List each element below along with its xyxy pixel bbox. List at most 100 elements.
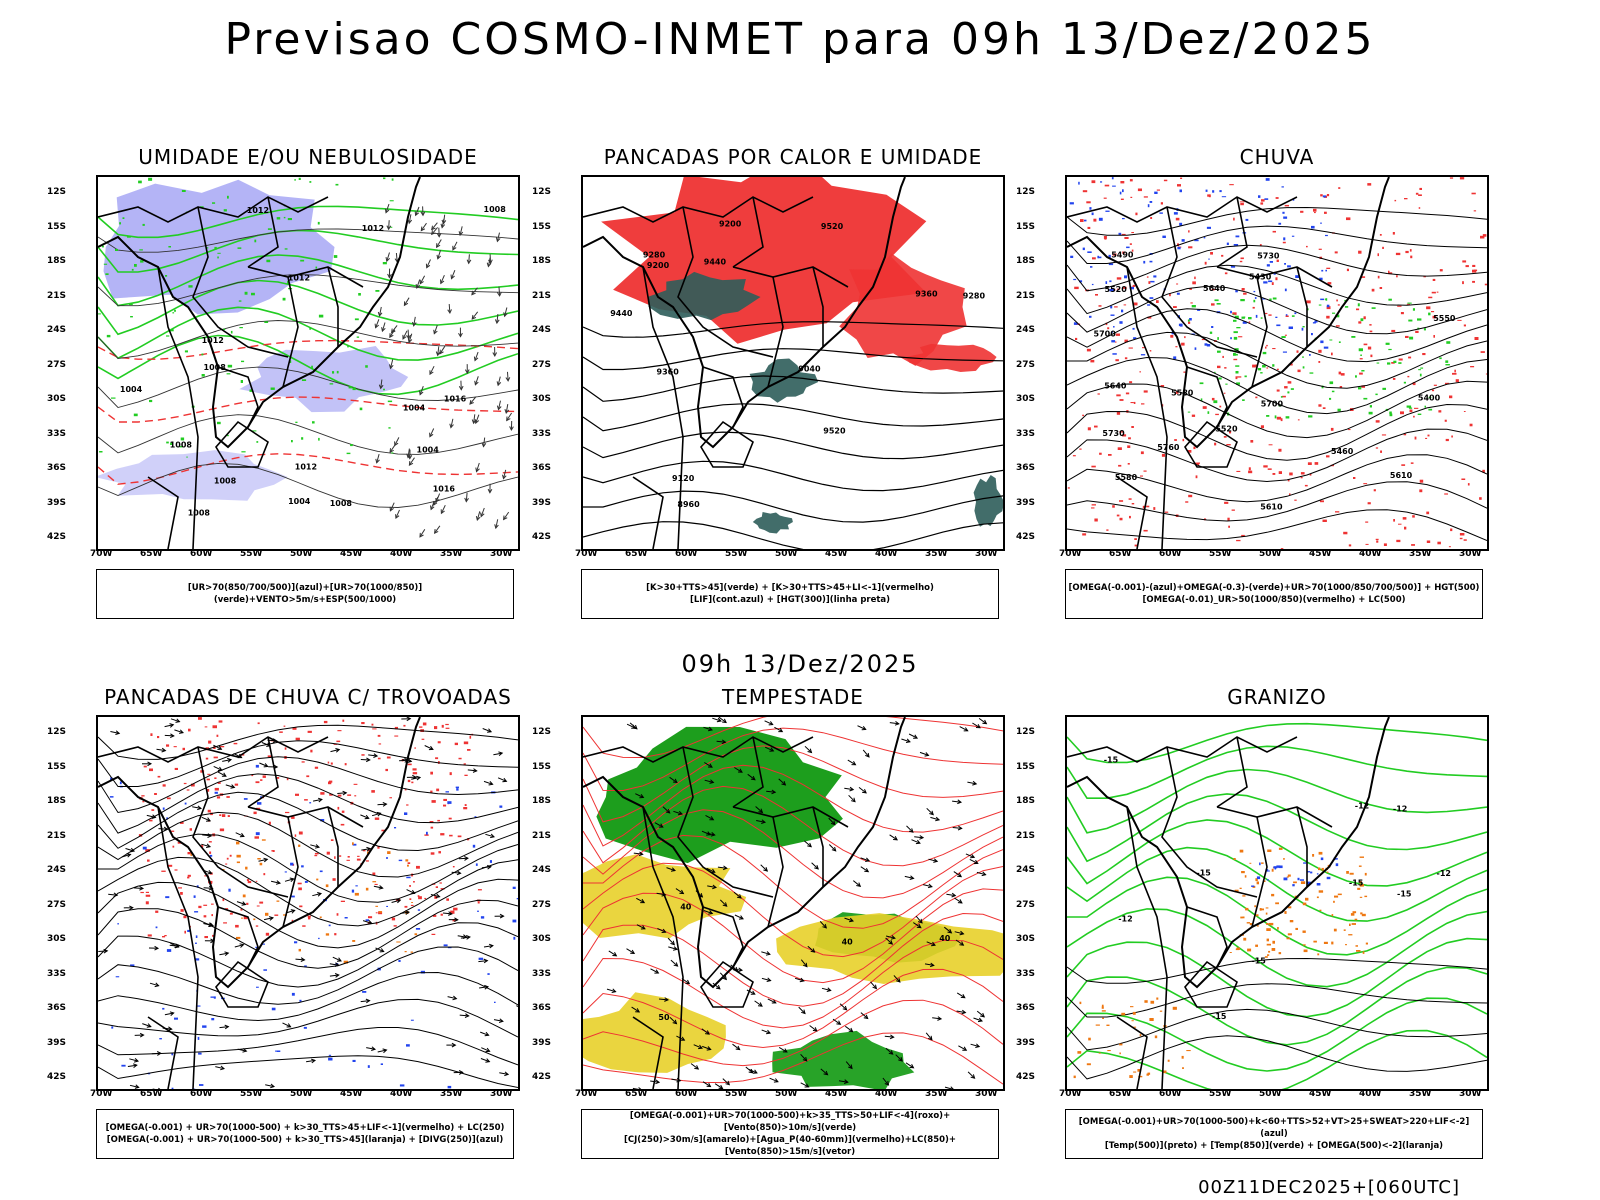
thunder-dot [177, 841, 182, 844]
divergence-dot [404, 812, 408, 815]
lat-tick-label: 18S [531, 256, 551, 266]
precip-dot [1346, 268, 1349, 272]
border-line [215, 960, 269, 1008]
omega-strong-dot [1403, 381, 1406, 384]
wind-arrow [391, 898, 402, 904]
precip-dot [1248, 467, 1251, 471]
lat-tick-label: 18S [46, 256, 66, 266]
omega-dot [1276, 324, 1281, 327]
omega-dot [1206, 344, 1211, 347]
wind-arrow [213, 744, 223, 750]
precip-dot [1146, 505, 1150, 508]
contour-line [583, 490, 1003, 523]
wind-arrow [761, 951, 771, 956]
omega-dot [1325, 269, 1327, 272]
omega-strong-dot [1446, 341, 1451, 344]
omega-500-dot [1121, 1012, 1126, 1016]
omega-dot [1226, 242, 1229, 245]
omega-500-dot [1346, 871, 1349, 874]
thunder-dot [416, 865, 420, 869]
lon-tick-label: 70W [1059, 1089, 1082, 1099]
contour-label: 9520 [823, 427, 846, 436]
wind-arrow [915, 915, 923, 924]
omega-dot [1121, 309, 1124, 313]
precip-dot [1327, 282, 1332, 285]
precip-dot [1123, 304, 1127, 306]
wind-arrow [908, 733, 919, 739]
wind-arrow [125, 847, 136, 853]
contour-line [583, 809, 1003, 899]
precip-dot [1236, 470, 1241, 472]
shower-dot [236, 841, 240, 845]
precip-dot [1444, 493, 1448, 495]
divergence-dot [193, 895, 196, 898]
thunder-dot [457, 835, 462, 838]
wind-arrow [636, 924, 646, 930]
lat-tick-label: 27S [46, 899, 66, 910]
precip-dot [1226, 444, 1231, 446]
divergence-dot [304, 965, 307, 968]
thunder-dot [424, 897, 427, 900]
precip-dot [1128, 437, 1131, 440]
precip-dot [1320, 194, 1323, 197]
omega-dot [1126, 246, 1130, 249]
shower-dot [253, 918, 256, 921]
shower-dot [241, 917, 243, 919]
wind-arrow [911, 839, 921, 845]
thunder-dot [377, 757, 381, 760]
thunder-dot [454, 742, 458, 746]
humidity-lower-dot [166, 441, 169, 444]
omega-500-dot [1287, 906, 1292, 909]
wind-arrow [839, 1003, 848, 1011]
precip-dot [1116, 277, 1122, 280]
border-line [98, 736, 329, 763]
precip-dot [1306, 300, 1311, 304]
wind-arrow [164, 733, 175, 739]
omega-500-dot [1271, 868, 1274, 872]
contour-line [98, 899, 518, 969]
precip-dot [1086, 201, 1091, 204]
precip-dot [1123, 286, 1127, 289]
hail-dot [1335, 863, 1339, 867]
omega-500-dot [1252, 885, 1256, 888]
precip-dot [1224, 501, 1229, 504]
wind-arrow [925, 1032, 933, 1041]
precip-dot [1335, 325, 1340, 327]
omega-dot [1230, 310, 1232, 314]
contour-line [1067, 793, 1487, 863]
precip-dot [1099, 452, 1102, 455]
thunder-dot [255, 880, 258, 882]
omega-strong-dot [1363, 397, 1368, 400]
divergence-dot [197, 1036, 200, 1040]
omega-500-dot [1242, 895, 1246, 897]
wind-arrow [360, 814, 370, 820]
lat-tick-label: 12S [531, 727, 551, 737]
lat-tick-label: 18S [1015, 256, 1035, 266]
wind-arrow [668, 946, 678, 951]
lon-tick-label: 55W [1209, 549, 1232, 559]
contour-label: 40 [842, 938, 854, 947]
thunder-dot [332, 878, 336, 881]
thunder-dot [339, 855, 342, 857]
wind-arrow [882, 1077, 890, 1086]
lat-tick-label: 39S [531, 1037, 551, 1048]
legend-line: [OMEGA(-0.001) + UR>70(1000-500) + k>30_… [105, 1123, 505, 1133]
divergence-dot [195, 935, 198, 938]
omega-dot [1176, 292, 1180, 295]
wind-arrow [844, 917, 854, 923]
precip-dot [1131, 503, 1135, 505]
contour-label: 5640 [1104, 382, 1127, 391]
precip-dot [1215, 413, 1219, 416]
hail-dot [1326, 876, 1331, 880]
jet-250-area [583, 992, 726, 1073]
precip-dot [1474, 337, 1479, 340]
humidity-lower-dot [347, 345, 349, 348]
wind-arrow [969, 858, 979, 865]
precip-dot [1229, 184, 1234, 186]
divergence-dot [166, 817, 168, 820]
omega-500-dot [1229, 952, 1232, 953]
wind-arrow [258, 857, 269, 863]
hail-dot [1320, 857, 1324, 861]
omega-strong-dot [1357, 303, 1360, 307]
wind-arrow [217, 771, 227, 777]
